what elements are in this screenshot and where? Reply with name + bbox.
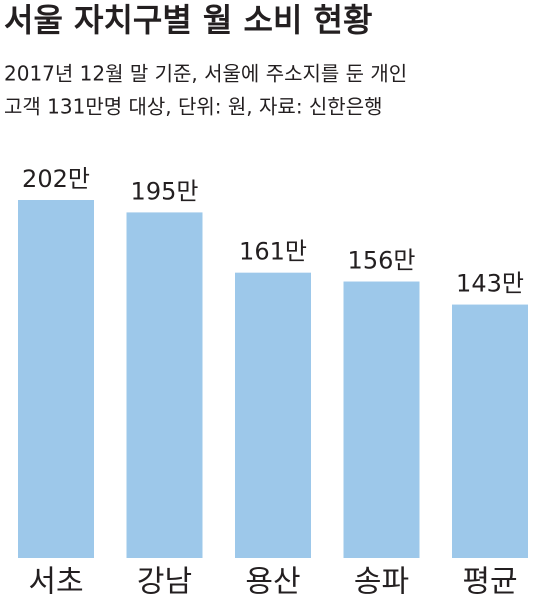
- bar: [126, 212, 203, 558]
- x-tick-label: 평균: [462, 565, 517, 600]
- value-label: 161만: [239, 238, 307, 266]
- bar: [235, 272, 311, 558]
- value-label: 143만: [456, 270, 524, 298]
- bar: [343, 281, 420, 558]
- chart-subtitle: 2017년 12월 말 기준, 서울에 주소지를 둔 개인: [4, 62, 407, 86]
- bar: [452, 304, 528, 558]
- chart-subtitle: 고객 131만명 대상, 단위: 원, 자료: 신한은행: [4, 95, 383, 119]
- value-label: 202만: [22, 165, 90, 193]
- x-tick-label: 강남: [137, 565, 192, 600]
- x-tick-label: 송파: [354, 565, 409, 600]
- bar: [18, 200, 94, 558]
- x-tick-label: 서초: [28, 565, 83, 600]
- chart-title: 서울 자치구별 월 소비 현황: [4, 1, 372, 39]
- x-tick-label: 용산: [245, 565, 300, 600]
- value-label: 156만: [348, 247, 416, 275]
- value-label: 195만: [131, 177, 199, 205]
